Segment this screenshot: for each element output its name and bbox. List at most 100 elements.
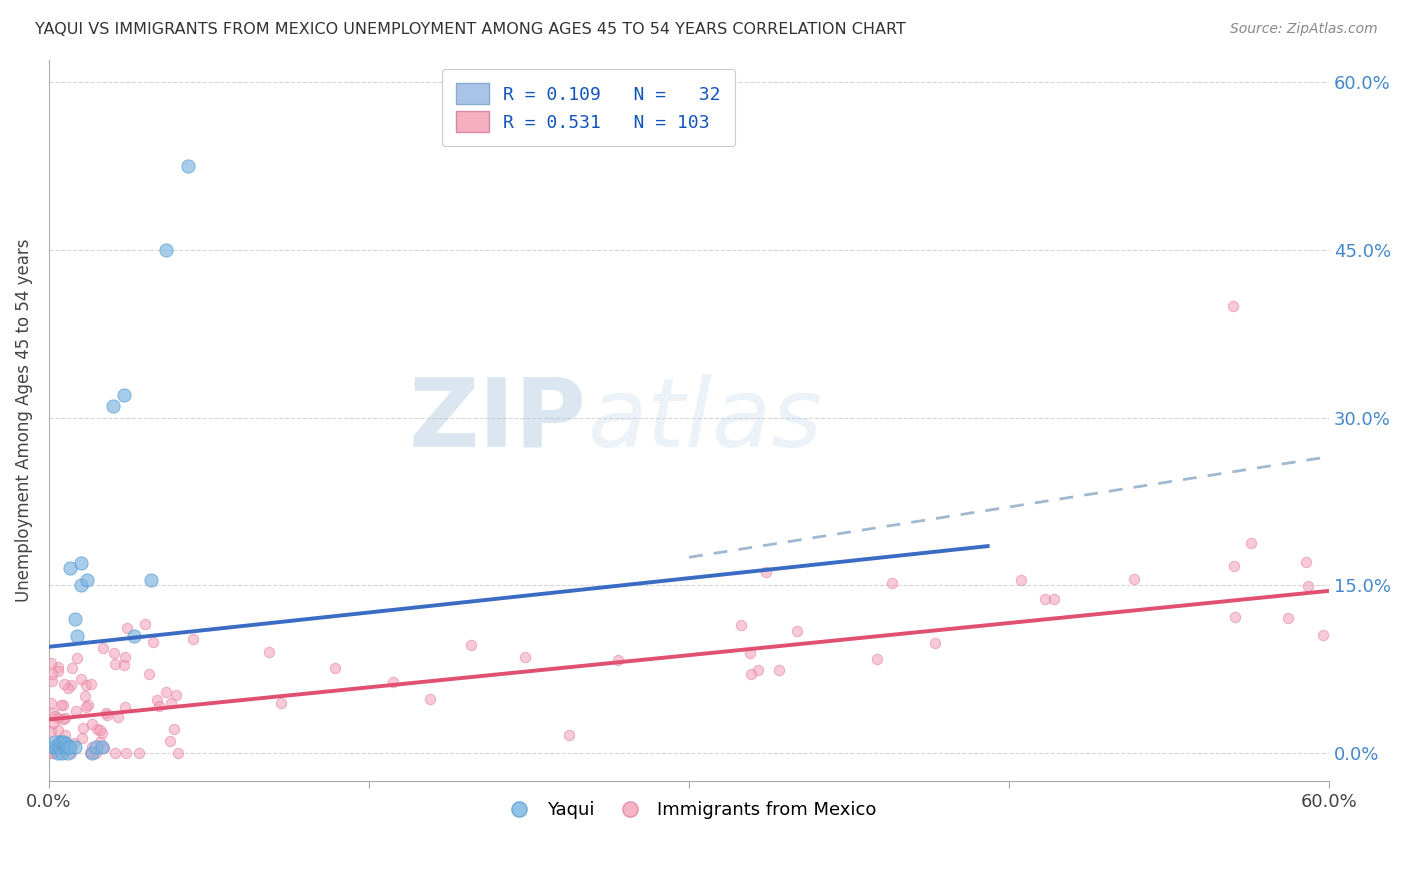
Point	[51, 746, 73, 760]
Point	[59, 740, 82, 755]
Point	[60, 661, 83, 675]
Point	[165, 689, 187, 703]
Point	[124, 629, 146, 643]
Point	[52, 735, 75, 749]
Point	[41, 666, 63, 681]
Point	[134, 617, 156, 632]
Point	[1223, 610, 1246, 624]
Point	[42, 706, 65, 720]
Point	[89, 723, 111, 738]
Point	[1123, 572, 1146, 586]
Text: ZIP: ZIP	[409, 374, 586, 467]
Point	[75, 677, 97, 691]
Point	[1010, 574, 1032, 588]
Point	[75, 699, 97, 714]
Point	[89, 735, 111, 749]
Point	[79, 746, 101, 760]
Y-axis label: Unemployment Among Ages 45 to 54 years: Unemployment Among Ages 45 to 54 years	[15, 238, 32, 602]
Point	[56, 681, 79, 695]
Point	[114, 700, 136, 714]
Point	[65, 704, 87, 718]
Point	[1033, 591, 1056, 606]
Point	[86, 723, 108, 737]
Point	[460, 638, 482, 652]
Point	[51, 735, 73, 749]
Point	[66, 629, 89, 643]
Point	[72, 721, 94, 735]
Point	[66, 650, 89, 665]
Point	[142, 635, 165, 649]
Text: YAQUI VS IMMIGRANTS FROM MEXICO UNEMPLOYMENT AMONG AGES 45 TO 54 YEARS CORRELATI: YAQUI VS IMMIGRANTS FROM MEXICO UNEMPLOY…	[35, 22, 905, 37]
Point	[46, 711, 69, 725]
Point	[1222, 299, 1244, 313]
Point	[325, 660, 347, 674]
Point	[44, 709, 66, 723]
Point	[49, 698, 72, 712]
Point	[39, 746, 62, 760]
Point	[1277, 610, 1299, 624]
Point	[42, 740, 65, 755]
Point	[730, 618, 752, 632]
Point	[866, 651, 889, 665]
Point	[159, 733, 181, 747]
Point	[84, 740, 107, 755]
Point	[96, 708, 118, 723]
Point	[52, 712, 75, 726]
Point	[46, 723, 69, 737]
Point	[107, 710, 129, 724]
Point	[768, 663, 790, 677]
Point	[39, 697, 62, 711]
Point	[60, 678, 83, 692]
Point	[41, 657, 63, 671]
Point	[1043, 591, 1066, 606]
Point	[257, 644, 280, 658]
Point	[70, 556, 93, 570]
Point	[755, 565, 778, 579]
Point	[42, 746, 65, 760]
Point	[70, 672, 93, 686]
Point	[91, 641, 114, 656]
Point	[84, 746, 107, 760]
Point	[160, 696, 183, 710]
Point	[53, 710, 76, 724]
Point	[80, 677, 103, 691]
Point	[270, 697, 292, 711]
Point	[53, 728, 76, 742]
Point	[59, 561, 82, 575]
Point	[63, 740, 86, 755]
Point	[104, 746, 127, 760]
Point	[167, 746, 190, 760]
Point	[42, 742, 65, 756]
Point	[607, 653, 630, 667]
Point	[42, 715, 65, 730]
Point	[52, 740, 75, 755]
Point	[55, 740, 77, 755]
Point	[1296, 578, 1319, 592]
Point	[148, 699, 170, 714]
Point	[48, 740, 70, 755]
Point	[786, 624, 808, 639]
Point	[46, 660, 69, 674]
Point	[44, 740, 66, 755]
Point	[82, 740, 104, 755]
Point	[80, 746, 103, 760]
Point	[747, 663, 769, 677]
Point	[44, 735, 66, 749]
Point	[93, 741, 115, 756]
Point	[55, 737, 77, 751]
Point	[76, 573, 98, 587]
Point	[114, 649, 136, 664]
Point	[558, 728, 581, 742]
Point	[46, 740, 69, 755]
Text: Source: ZipAtlas.com: Source: ZipAtlas.com	[1230, 22, 1378, 37]
Point	[56, 740, 79, 755]
Point	[101, 400, 124, 414]
Point	[70, 578, 93, 592]
Point	[381, 675, 404, 690]
Text: atlas: atlas	[586, 374, 821, 467]
Point	[52, 746, 75, 760]
Point	[115, 746, 138, 760]
Point	[53, 677, 76, 691]
Point	[80, 746, 103, 760]
Point	[70, 731, 93, 745]
